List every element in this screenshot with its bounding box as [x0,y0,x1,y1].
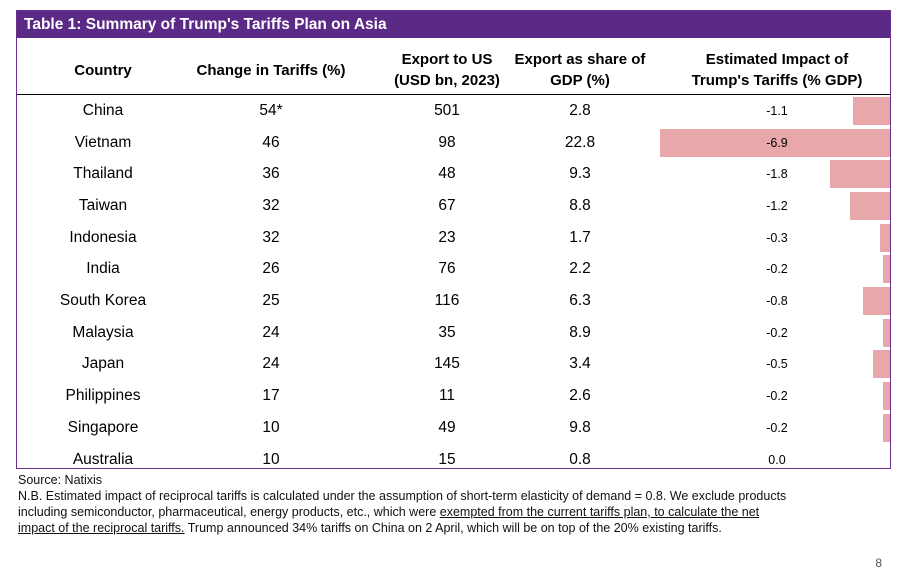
export-cell: 23 [438,228,456,246]
impact-cell: -0.2 [766,262,788,277]
impact-bar [873,350,890,379]
header-export-to-us: Export to US (USD bn, 2023) [394,51,500,89]
share-cell: 6.3 [569,292,591,310]
source-note: Source: Natixis [18,473,103,487]
export-cell: 11 [438,387,456,405]
share-cell: 2.2 [569,260,591,278]
page-number: 8 [875,556,882,570]
impact-bar [883,318,890,347]
export-cell: 116 [434,292,460,310]
impact-bar [850,191,890,220]
share-cell: 22.8 [564,133,596,151]
tariff-cell: 26 [262,260,280,278]
country-cell: Australia [72,450,134,468]
export-cell: 48 [438,165,456,183]
header-divider [17,94,890,95]
impact-bar [883,255,890,284]
tariff-cell: 10 [262,450,280,468]
share-cell: 9.3 [569,165,591,183]
tariff-cell: 24 [262,323,280,341]
tariff-cell: 32 [262,228,280,246]
tariff-cell: 46 [262,133,280,151]
impact-cell: -0.2 [766,325,788,340]
tariff-cell: 17 [262,387,280,405]
export-cell: 145 [434,355,460,373]
country-cell: Singapore [67,418,139,436]
impact-bar [863,287,890,315]
impact-bar [883,413,890,442]
export-cell: 49 [438,418,456,436]
impact-cell: -1.1 [766,103,788,118]
country-cell: Thailand [73,165,133,183]
impact-cell: 0.0 [768,452,786,467]
table-title: Table 1: Summary of Trump's Tariffs Plan… [17,11,890,38]
country-cell: India [86,260,120,278]
nb-line-1: N.B. Estimated impact of reciprocal tari… [18,489,787,503]
tariff-cell: 36 [262,165,280,183]
export-cell: 35 [438,323,456,341]
export-cell: 67 [438,196,456,214]
share-cell: 2.8 [569,101,591,119]
share-cell: 8.8 [569,196,591,214]
country-cell: Indonesia [69,228,137,246]
nb-line-3: impact of the reciprocal tariffs. Trump … [18,521,722,535]
impact-cell: -1.8 [766,167,788,182]
country-cell: China [82,101,124,119]
header-country: Country [74,61,132,79]
tariff-cell: 10 [262,418,280,436]
header-tariff-change: Change in Tariffs (%) [196,61,346,79]
impact-cell: -6.9 [766,135,788,150]
share-cell: 3.4 [569,355,591,373]
tariff-cell: 24 [262,355,280,373]
export-cell: 98 [438,133,456,151]
country-cell: South Korea [59,292,147,310]
share-cell: 2.6 [569,387,591,405]
nb-line-2: including semiconductor, pharmaceutical,… [18,505,760,519]
impact-cell: -1.2 [766,198,788,213]
share-cell: 0.8 [569,450,591,468]
impact-bar [830,160,890,189]
impact-cell: -0.2 [766,420,788,435]
share-cell: 9.8 [569,418,591,436]
country-cell: Japan [81,355,125,373]
impact-bar [883,382,890,411]
country-cell: Malaysia [72,323,134,341]
share-cell: 8.9 [569,323,591,341]
impact-cell: -0.2 [766,389,788,404]
summary-table: Table 1: Summary of Trump's Tariffs Plan… [16,10,891,469]
header-estimated-impact: Estimated Impact of Trump's Tariffs (% GD… [691,51,863,89]
country-cell: Vietnam [74,133,132,151]
header-export-share: Export as share of GDP (%) [514,51,646,89]
share-cell: 1.7 [569,228,591,246]
export-cell: 76 [438,260,456,278]
country-cell: Philippines [65,387,141,405]
impact-cell: -0.3 [766,230,788,245]
export-cell: 15 [438,450,456,468]
export-cell: 501 [434,101,460,119]
country-cell: Taiwan [78,196,128,214]
tariff-cell: 25 [262,292,280,310]
impact-cell: -0.8 [766,294,788,309]
impact-bar [853,96,890,125]
tariff-cell: 32 [262,196,280,214]
impact-bar [660,128,890,157]
impact-bar [880,223,890,252]
tariff-cell: 54* [259,101,283,119]
impact-cell: -0.5 [766,357,788,372]
